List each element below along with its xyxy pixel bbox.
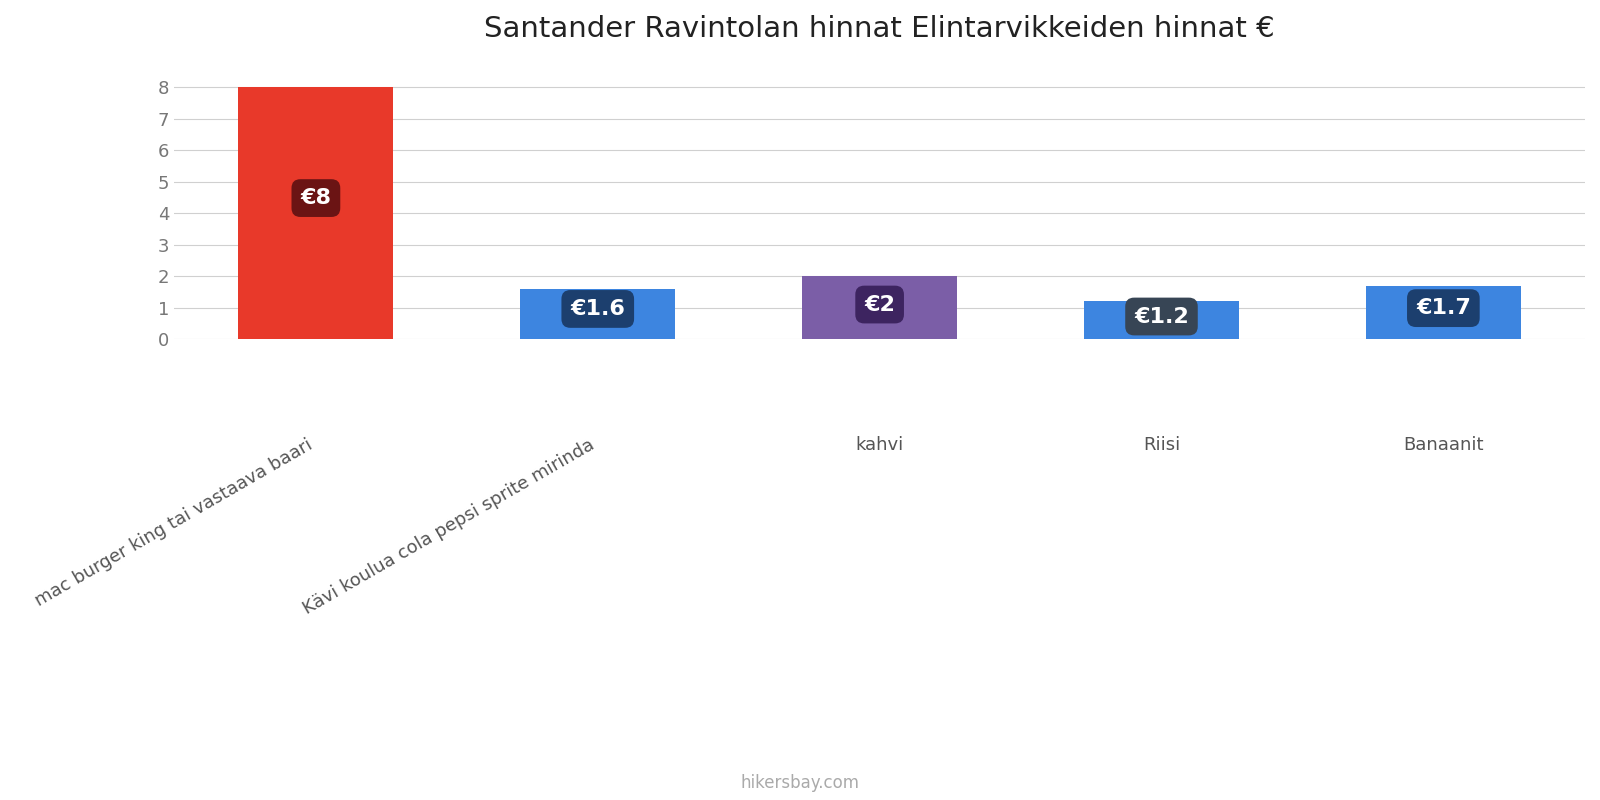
Text: hikersbay.com: hikersbay.com xyxy=(741,774,859,792)
Text: Kävi koulua cola pepsi sprite mirinda: Kävi koulua cola pepsi sprite mirinda xyxy=(301,436,598,618)
Bar xyxy=(1083,302,1238,339)
Bar xyxy=(802,276,957,339)
Text: Banaanit: Banaanit xyxy=(1403,436,1483,454)
Text: Riisi: Riisi xyxy=(1142,436,1181,454)
Bar xyxy=(1366,286,1522,339)
Text: €1.2: €1.2 xyxy=(1134,306,1189,326)
Text: €8: €8 xyxy=(301,188,331,208)
Bar xyxy=(238,87,394,339)
Text: €1.6: €1.6 xyxy=(570,299,626,319)
Text: mac burger king tai vastaava baari: mac burger king tai vastaava baari xyxy=(32,436,315,610)
Bar xyxy=(520,289,675,339)
Text: kahvi: kahvi xyxy=(856,436,904,454)
Title: Santander Ravintolan hinnat Elintarvikkeiden hinnat €: Santander Ravintolan hinnat Elintarvikke… xyxy=(485,15,1275,43)
Text: €2: €2 xyxy=(864,294,894,314)
Text: €1.7: €1.7 xyxy=(1416,298,1470,318)
